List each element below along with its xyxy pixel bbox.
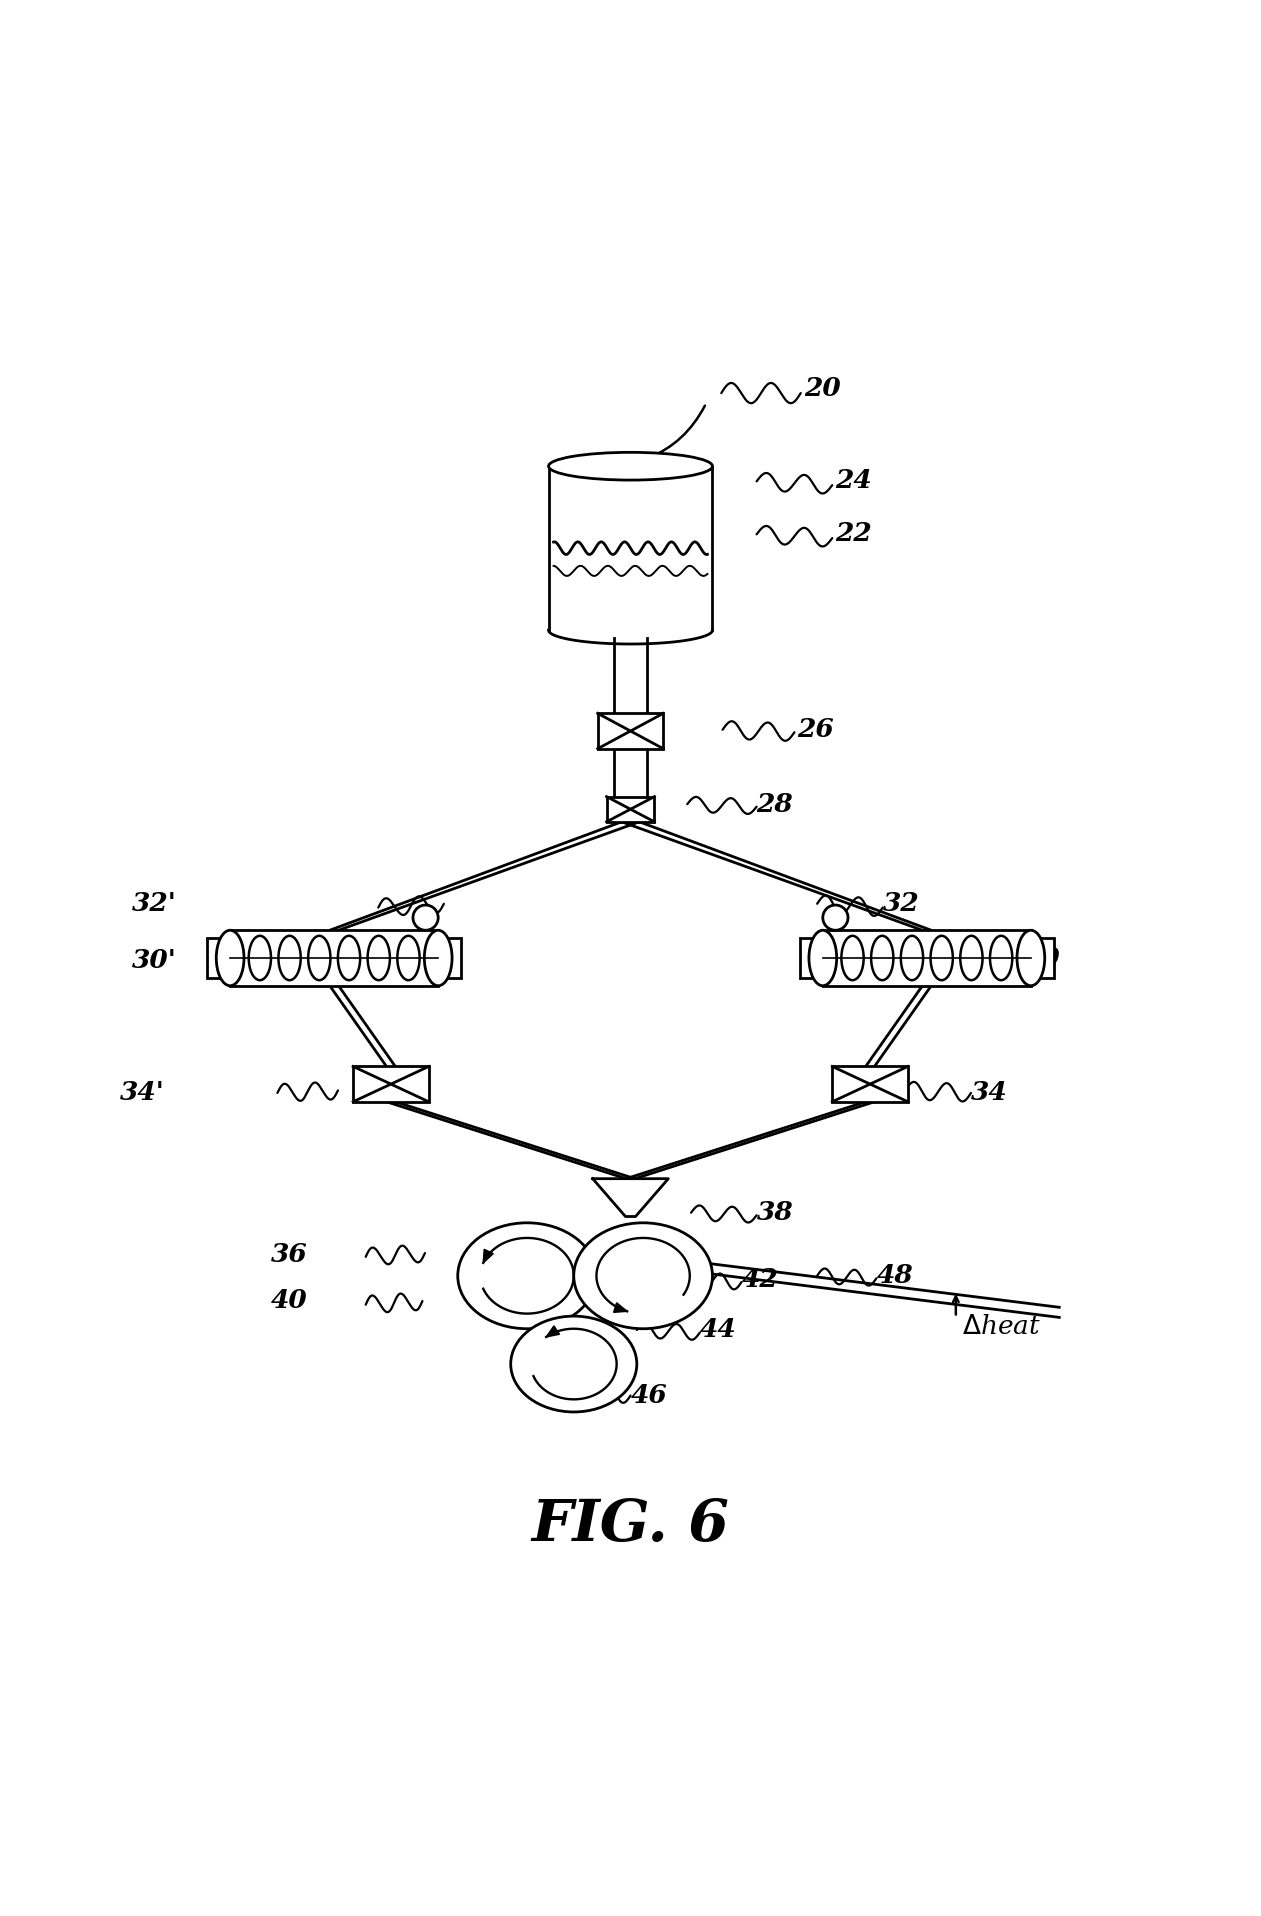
Bar <box>230 931 439 985</box>
Circle shape <box>414 904 439 931</box>
Text: 22: 22 <box>835 521 871 546</box>
Text: 32': 32' <box>131 891 177 916</box>
Ellipse shape <box>549 452 712 481</box>
Text: 34': 34' <box>120 1081 165 1106</box>
Text: 40: 40 <box>271 1288 308 1314</box>
Ellipse shape <box>574 1222 712 1328</box>
Ellipse shape <box>1018 931 1045 985</box>
Text: 38: 38 <box>757 1199 793 1224</box>
Text: 30: 30 <box>1024 945 1061 971</box>
Ellipse shape <box>511 1316 637 1412</box>
Polygon shape <box>614 1303 627 1312</box>
Bar <box>1031 937 1054 979</box>
Ellipse shape <box>425 931 453 985</box>
Bar <box>598 713 663 749</box>
Text: $\Delta$heat: $\Delta$heat <box>962 1314 1042 1339</box>
Ellipse shape <box>217 931 245 985</box>
Text: 48: 48 <box>876 1263 913 1288</box>
Bar <box>353 1067 429 1102</box>
Text: 34: 34 <box>971 1081 1008 1106</box>
Bar <box>439 937 462 979</box>
Polygon shape <box>546 1326 560 1337</box>
Text: 46: 46 <box>630 1383 667 1408</box>
Polygon shape <box>593 1178 668 1217</box>
Polygon shape <box>483 1249 493 1263</box>
Text: 26: 26 <box>797 717 834 741</box>
Text: 28: 28 <box>757 791 793 816</box>
Text: 42: 42 <box>741 1266 778 1291</box>
Text: 36: 36 <box>271 1242 308 1266</box>
Text: 24: 24 <box>835 468 871 492</box>
Text: 20: 20 <box>805 376 841 400</box>
Bar <box>607 797 654 822</box>
Bar <box>832 1067 908 1102</box>
Text: FIG. 6: FIG. 6 <box>532 1496 729 1554</box>
Circle shape <box>822 904 847 931</box>
Bar <box>799 937 822 979</box>
Bar <box>207 937 230 979</box>
Text: 30': 30' <box>131 948 177 973</box>
Text: 44: 44 <box>700 1318 736 1343</box>
Ellipse shape <box>458 1222 596 1328</box>
Ellipse shape <box>810 931 837 985</box>
Text: 32: 32 <box>883 891 919 916</box>
Bar <box>822 931 1031 985</box>
